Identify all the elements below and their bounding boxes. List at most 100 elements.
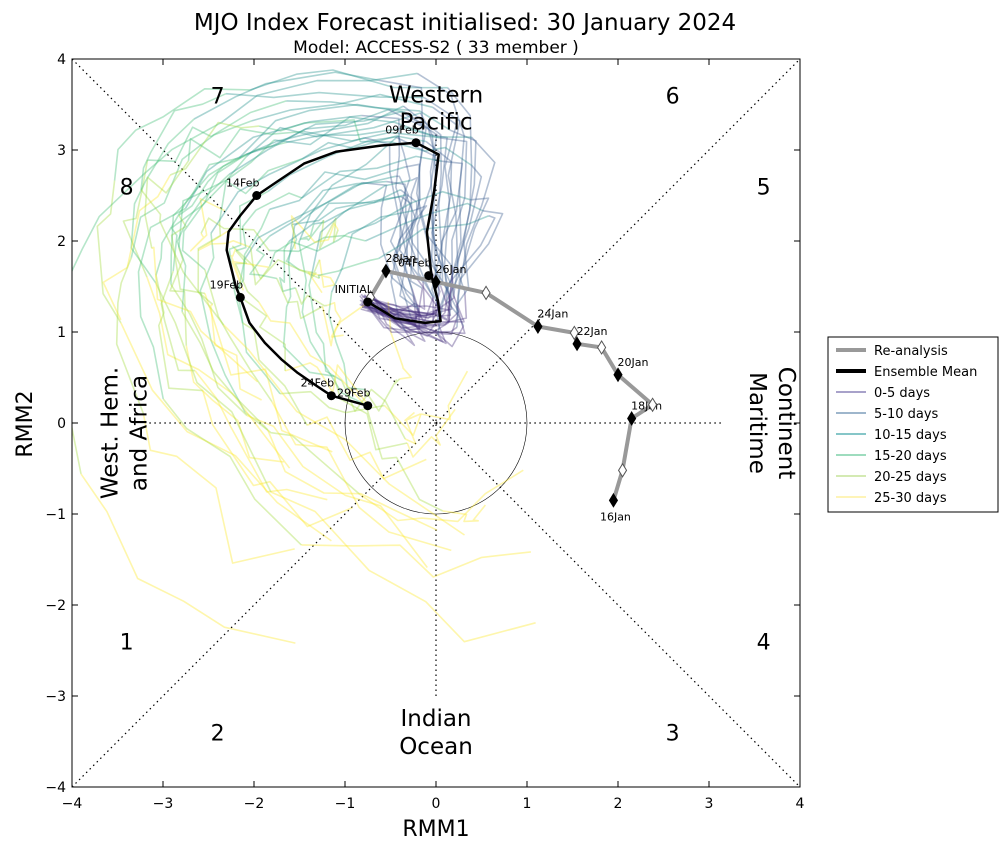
member-trajectory <box>80 473 296 644</box>
y-axis-label: RMM2 <box>13 390 38 457</box>
member-trajectory <box>298 242 367 406</box>
reanalysis-date-label: 28Jan <box>385 252 416 265</box>
reanalysis-marker <box>381 263 391 279</box>
member-trajectory <box>361 284 453 321</box>
ensemble-mean-date-label: 29Feb <box>337 387 370 400</box>
member-trajectory <box>130 120 252 258</box>
member-trajectory <box>371 288 453 317</box>
member-trajectory <box>404 411 421 445</box>
member-trajectory <box>187 128 304 161</box>
reanalysis-marker <box>627 410 637 426</box>
legend-label: Re-analysis <box>874 344 948 359</box>
ensemble-mean-date-label: 04Feb <box>398 257 431 270</box>
y-tick-label: 1 <box>57 325 66 341</box>
legend: Re-analysis Ensemble Mean 0-5 days 5-10 day… <box>827 336 999 513</box>
chart-subtitle: Model: ACCESS-S2 ( 33 member ) <box>293 38 579 58</box>
ensemble-mean-date-label: 14Feb <box>226 177 259 190</box>
reanalysis-date-label: 16Jan <box>600 510 631 523</box>
reanalysis-marker <box>533 319 543 334</box>
member-trajectory <box>140 189 225 326</box>
region-label-top: Pacific <box>399 110 472 136</box>
member-trajectory <box>301 544 531 578</box>
plot-area: 16Jan 18Jan 20Jan 22Jan 24Jan 26Jan 28Jan INITI… <box>45 52 804 812</box>
member-trajectory <box>197 221 222 306</box>
member-trajectory <box>298 135 399 243</box>
member-trajectory <box>389 175 413 290</box>
member-trajectory <box>362 300 458 333</box>
region-label-top: Western <box>389 83 483 109</box>
ensemble-mean-line <box>225 141 442 407</box>
member-trajectory <box>456 136 496 328</box>
member-trajectory <box>96 180 122 324</box>
member-trajectory <box>225 91 425 99</box>
member-trajectory <box>270 491 536 643</box>
region-label-left: and Africa <box>127 375 153 491</box>
legend-label: 25-30 days <box>874 491 947 506</box>
member-trajectory <box>359 469 524 523</box>
member-trajectory <box>137 207 186 400</box>
member-trajectory <box>363 301 447 345</box>
y-tick-label: −3 <box>45 689 66 705</box>
member-trajectory <box>245 112 421 158</box>
member-trajectory <box>176 173 230 312</box>
ensemble-mean-date-label: INITIAL <box>335 283 374 296</box>
member-trajectory <box>390 194 417 332</box>
phase-number-label: 3 <box>666 721 680 746</box>
member-trajectory <box>199 233 246 413</box>
x-tick-label: 2 <box>614 796 623 812</box>
member-trajectory <box>218 158 303 222</box>
x-tick-label: −2 <box>244 796 265 812</box>
member-trajectory <box>455 210 504 327</box>
member-trajectory <box>243 182 363 261</box>
member-trajectory <box>363 378 401 412</box>
member-trajectory <box>115 257 145 414</box>
member-trajectory <box>146 276 291 469</box>
member-trajectory <box>267 136 396 192</box>
region-label-right: Maritime <box>744 372 770 474</box>
member-trajectory <box>210 137 365 234</box>
member-trajectory <box>198 229 251 251</box>
member-trajectory <box>397 135 424 283</box>
reanalysis-marker <box>597 340 607 355</box>
member-trajectory <box>371 275 455 316</box>
chart-title: MJO Index Forecast initialised: 30 Janua… <box>194 10 736 36</box>
reanalysis-marker <box>617 462 628 478</box>
member-trajectory <box>193 71 380 120</box>
member-trajectory <box>328 292 365 391</box>
member-trajectory <box>383 370 469 437</box>
member-trajectory <box>271 401 452 552</box>
reanalysis-date-label: 20Jan <box>618 356 649 369</box>
ensemble-mean-marker <box>424 271 434 281</box>
y-tick-label: −1 <box>45 507 66 523</box>
member-trajectory <box>185 345 284 463</box>
member-trajectory <box>232 245 271 280</box>
member-trajectory <box>286 100 451 131</box>
member-trajectory <box>327 301 344 338</box>
member-trajectory <box>249 247 320 286</box>
x-tick-label: 3 <box>705 796 714 812</box>
member-trajectory <box>360 306 440 326</box>
member-trajectory <box>202 390 353 528</box>
legend-label: Ensemble Mean <box>874 365 977 380</box>
ensemble-mean-marker <box>363 297 373 307</box>
member-trajectory <box>400 189 420 312</box>
member-trajectory <box>244 299 286 371</box>
member-trajectory <box>364 404 443 512</box>
y-tick-label: 0 <box>57 416 66 432</box>
y-tick-label: −4 <box>45 780 66 796</box>
legend-box <box>827 336 999 513</box>
member-trajectory <box>446 197 490 316</box>
member-trajectory <box>250 69 448 91</box>
member-trajectory <box>184 114 362 209</box>
phase-number-label: 4 <box>757 630 771 655</box>
member-trajectory <box>72 121 223 273</box>
unit-circle <box>344 331 528 515</box>
reanalysis-marker <box>572 336 582 352</box>
ensemble-mean-marker <box>252 191 262 200</box>
member-trajectory <box>130 118 195 284</box>
member-trajectory <box>242 322 308 426</box>
member-trajectory <box>290 215 339 250</box>
member-trajectory <box>268 232 349 267</box>
member-trajectory <box>258 301 367 407</box>
